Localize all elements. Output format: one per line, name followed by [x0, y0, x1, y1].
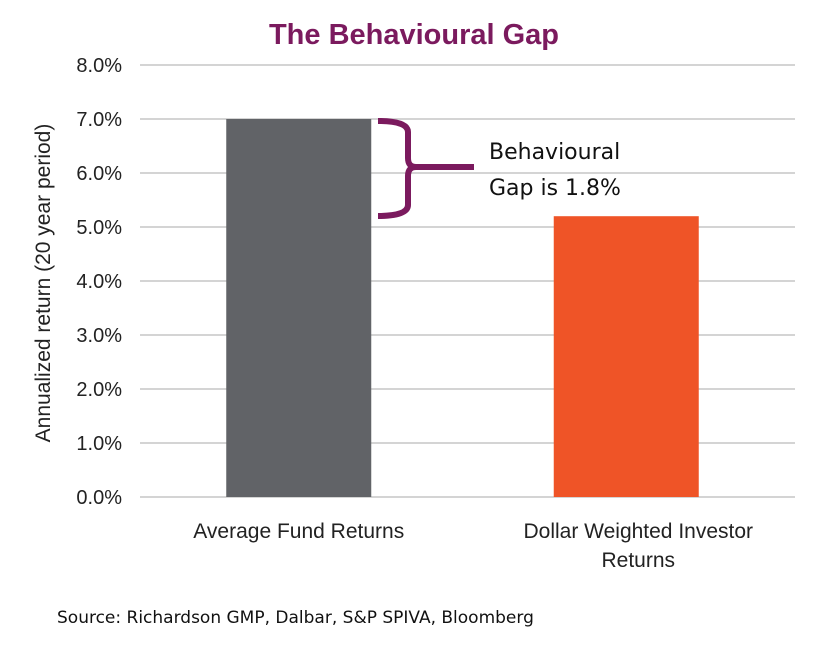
gap-annotation-line-1: Behavioural	[489, 140, 620, 165]
y-tick-label: 5.0%	[76, 217, 122, 239]
y-axis-label: Annualized return (20 year period)	[32, 124, 55, 443]
y-tick-label: 0.0%	[76, 487, 122, 509]
bar	[226, 119, 372, 497]
y-tick-label: 1.0%	[76, 433, 122, 455]
y-tick-label: 3.0%	[76, 325, 122, 347]
y-tick-label: 4.0%	[76, 271, 122, 293]
x-tick-label: Returns	[601, 549, 675, 572]
y-tick-label: 6.0%	[76, 163, 122, 185]
chart-title: The Behavioural Gap	[269, 19, 559, 51]
y-tick-label: 2.0%	[76, 379, 122, 401]
x-tick-label: Dollar Weighted Investor	[523, 520, 753, 543]
bar	[553, 216, 699, 497]
x-tick-label: Average Fund Returns	[193, 520, 404, 543]
y-tick-label: 8.0%	[76, 55, 122, 77]
y-tick-label: 7.0%	[76, 109, 122, 131]
gap-brace	[377, 118, 474, 219]
gap-annotation-line-2: Gap is 1.8%	[489, 176, 621, 201]
source-note: Source: Richardson GMP, Dalbar, S&P SPIV…	[57, 608, 534, 628]
